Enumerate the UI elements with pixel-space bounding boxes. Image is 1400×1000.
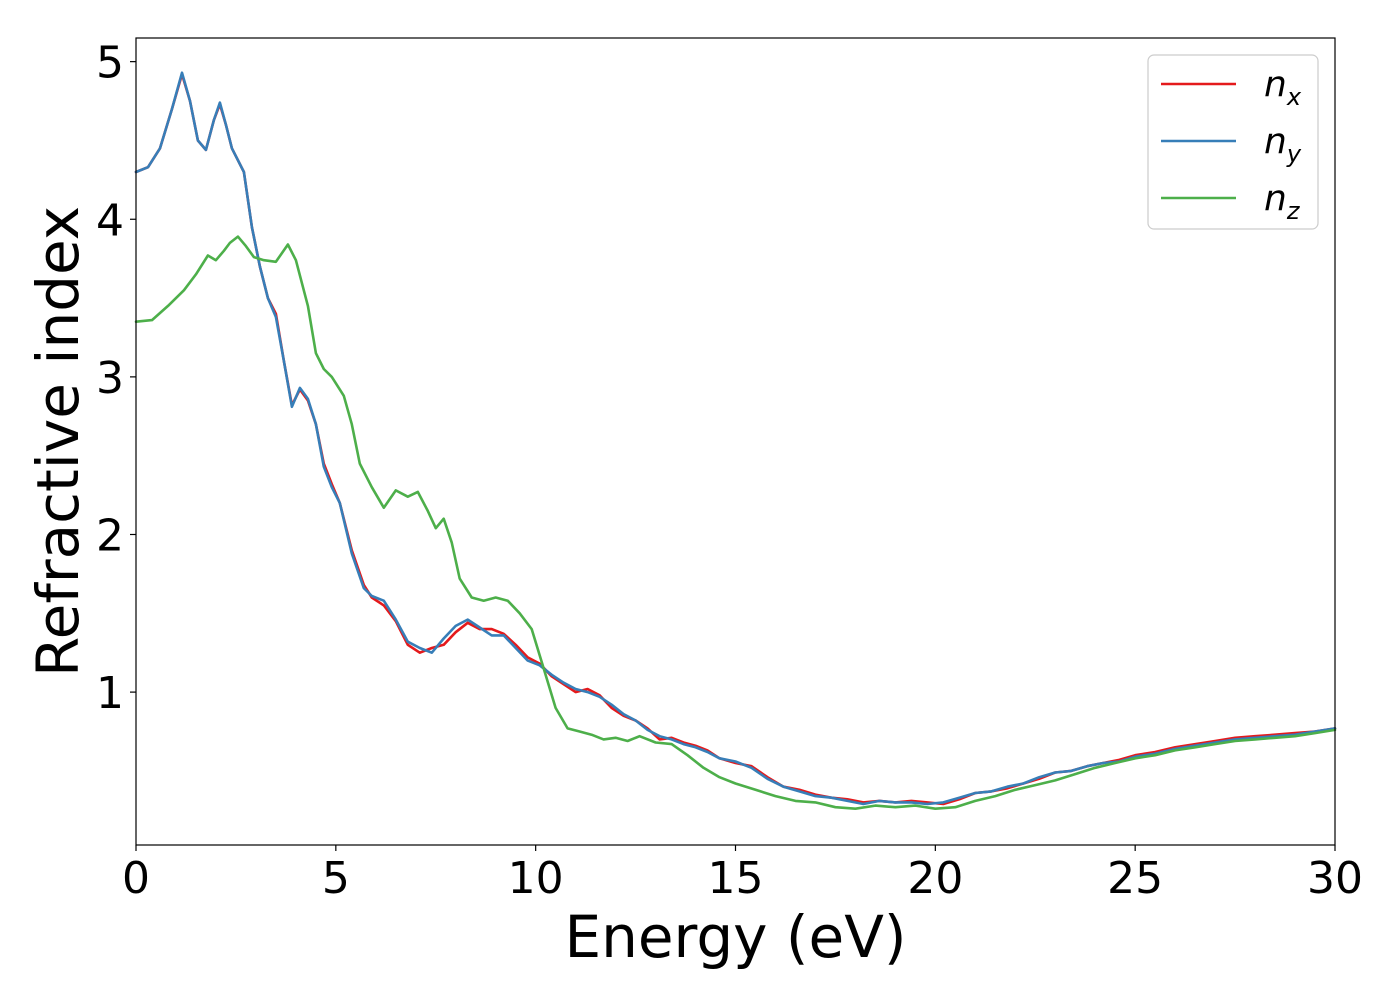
x-tick-label: 20 — [907, 853, 963, 904]
x-tick-label: 0 — [122, 853, 150, 904]
x-tick-label: 30 — [1307, 853, 1363, 904]
plot-lines — [134, 71, 1337, 810]
x-tick-label: 10 — [508, 853, 564, 904]
legend-subscript: y — [1286, 140, 1302, 168]
x-axis-ticks: 0 5 10 15 20 25 30 — [122, 845, 1363, 904]
y-axis-ticks: 1 2 3 4 5 — [96, 38, 136, 719]
legend-label-ny: ny — [1264, 121, 1302, 168]
y-tick-label: 2 — [96, 510, 124, 561]
x-axis-title: Energy (eV) — [564, 903, 906, 971]
series-line-ny — [134, 71, 1337, 806]
series-line-nz — [134, 235, 1337, 810]
y-tick-label: 3 — [96, 353, 124, 404]
y-tick-label: 1 — [96, 668, 124, 719]
x-tick-label: 15 — [708, 853, 764, 904]
legend-subscript: z — [1286, 197, 1301, 225]
x-tick-label: 5 — [322, 853, 350, 904]
y-tick-label: 5 — [96, 38, 124, 89]
legend-subscript: x — [1286, 83, 1302, 111]
y-axis-title: Refractive index — [24, 206, 92, 677]
y-tick-label: 4 — [96, 195, 124, 246]
legend-label-nx: nx — [1264, 64, 1302, 111]
x-tick-label: 25 — [1107, 853, 1163, 904]
